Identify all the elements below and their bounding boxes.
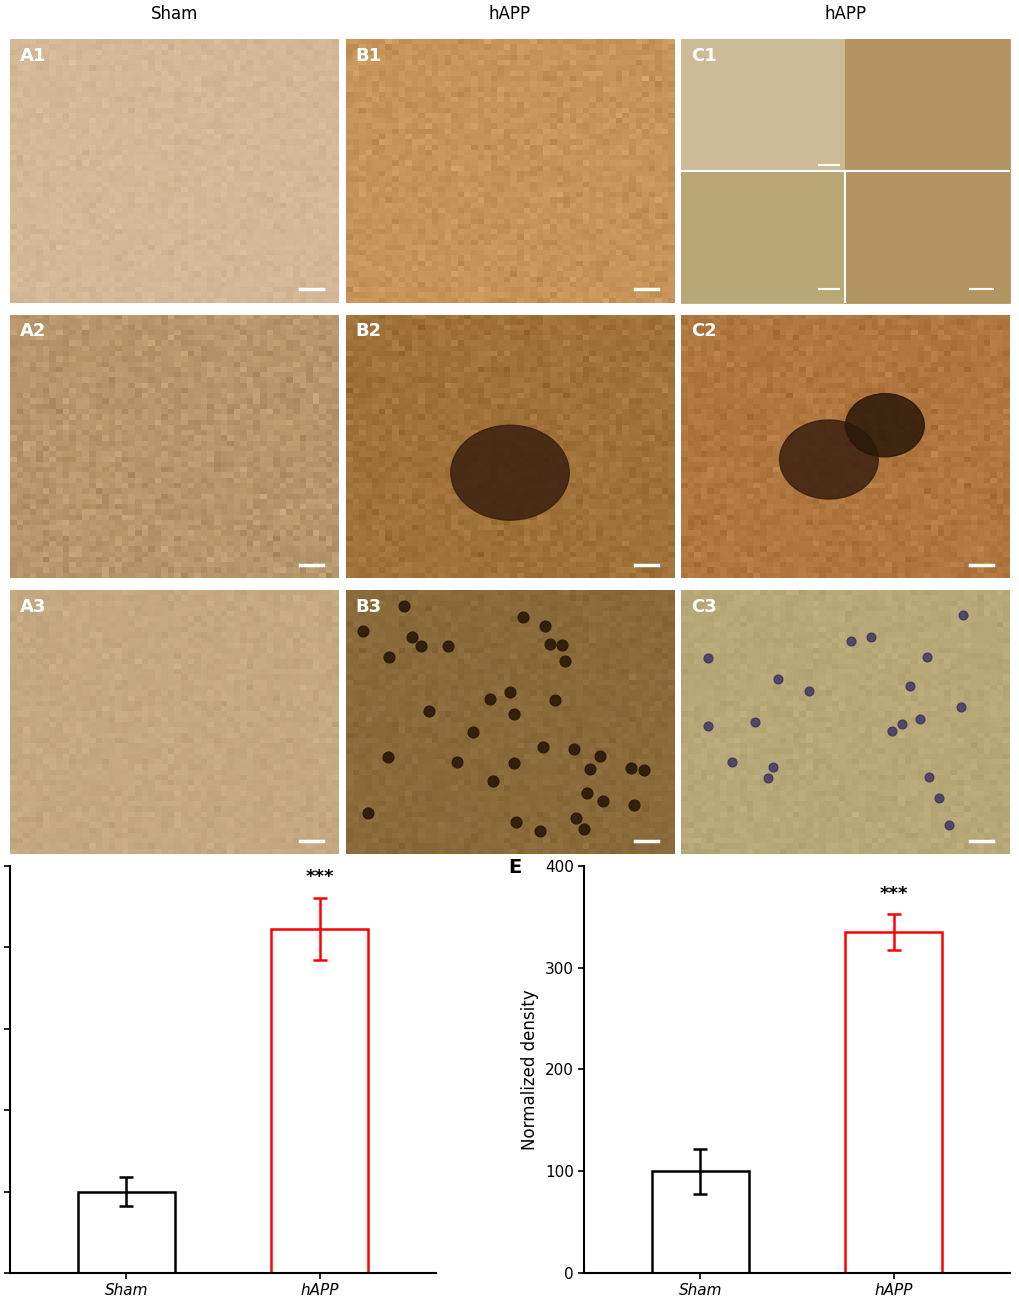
Circle shape	[779, 420, 877, 499]
Text: ***: ***	[878, 886, 907, 903]
Point	[746, 712, 762, 733]
Point	[404, 627, 420, 648]
Point	[801, 681, 817, 701]
Point	[420, 700, 436, 721]
Point	[954, 605, 970, 626]
Point	[759, 768, 775, 788]
Text: C2: C2	[690, 322, 716, 340]
Point	[929, 787, 946, 808]
Point	[440, 635, 457, 656]
Text: C3: C3	[690, 598, 716, 616]
Point	[482, 688, 498, 709]
Point	[893, 713, 909, 734]
Point	[575, 818, 591, 839]
Point	[952, 696, 968, 717]
Point	[592, 746, 608, 766]
Bar	[271, 929, 368, 1273]
Point	[901, 675, 917, 696]
Point	[412, 635, 428, 656]
Point	[553, 634, 570, 655]
Point	[380, 747, 396, 768]
Point	[507, 811, 524, 831]
Point	[355, 621, 371, 642]
Text: C1: C1	[690, 47, 716, 65]
Text: A2: A2	[20, 322, 47, 340]
Y-axis label: Normalized density: Normalized density	[521, 989, 539, 1150]
Bar	[77, 1191, 174, 1273]
Text: A1: A1	[20, 47, 47, 65]
Text: E: E	[507, 857, 521, 877]
Point	[699, 647, 715, 668]
Text: ***: ***	[305, 868, 333, 886]
Point	[541, 634, 557, 655]
Point	[448, 752, 465, 773]
Point	[380, 647, 396, 668]
Point	[546, 690, 562, 711]
Point	[535, 737, 551, 757]
Point	[505, 753, 522, 774]
Point	[531, 821, 547, 842]
Text: hAPP: hAPP	[488, 5, 531, 23]
Point	[464, 722, 480, 743]
Point	[360, 803, 376, 824]
Text: B1: B1	[355, 47, 381, 65]
Point	[505, 703, 522, 724]
Point	[862, 626, 878, 647]
Circle shape	[450, 425, 569, 520]
Point	[582, 759, 598, 779]
Point	[918, 647, 934, 668]
Point	[484, 770, 500, 791]
Point	[594, 791, 610, 812]
Circle shape	[845, 394, 923, 457]
Point	[842, 631, 858, 652]
Point	[623, 757, 639, 778]
Text: hAPP: hAPP	[823, 5, 865, 23]
Point	[920, 766, 936, 787]
Point	[940, 814, 956, 835]
Point	[395, 596, 412, 617]
Point	[514, 607, 530, 627]
Point	[556, 651, 573, 672]
Point	[911, 709, 927, 730]
Point	[579, 783, 595, 804]
Point	[567, 808, 583, 829]
Point	[723, 752, 740, 773]
Text: Sham: Sham	[151, 5, 198, 23]
Bar	[651, 1172, 748, 1273]
Bar	[845, 931, 942, 1273]
Text: B3: B3	[355, 598, 381, 616]
Point	[636, 760, 652, 781]
Point	[769, 669, 786, 690]
Point	[536, 616, 552, 637]
Point	[625, 794, 641, 814]
Point	[883, 721, 900, 742]
Point	[565, 739, 581, 760]
Text: B2: B2	[355, 322, 381, 340]
Point	[699, 716, 715, 737]
Text: A3: A3	[20, 598, 47, 616]
Point	[764, 756, 781, 777]
Point	[501, 682, 518, 703]
